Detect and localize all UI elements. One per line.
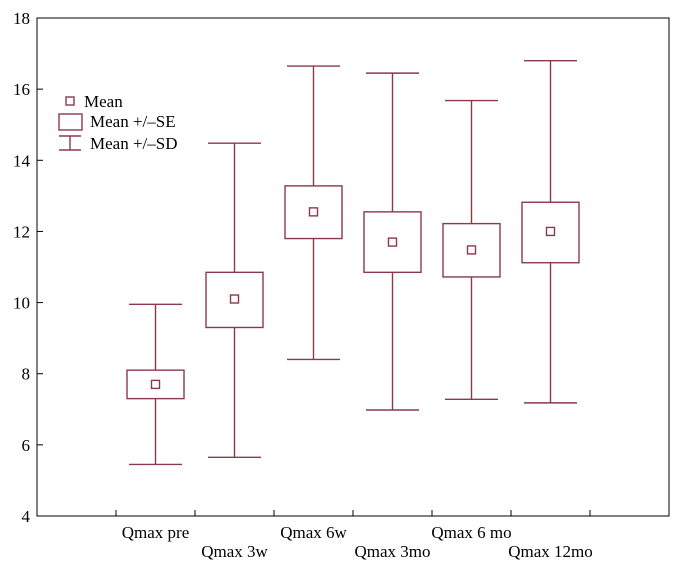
series-group <box>126 59 580 466</box>
plot-frame <box>36 17 670 517</box>
y-tick-label: 4 <box>22 507 31 526</box>
se-box <box>363 211 422 274</box>
legend-se-marker <box>58 113 83 131</box>
legend-se-label: Mean +/–SE <box>90 112 176 131</box>
box-group <box>126 303 185 466</box>
y-tick-label: 12 <box>13 222 30 241</box>
box-group <box>284 65 343 361</box>
x-category-label: Qmax 6 mo <box>431 523 511 542</box>
x-category-label: Qmax 12mo <box>508 542 593 561</box>
y-tick-label: 10 <box>13 294 30 313</box>
x-category-label: Qmax pre <box>122 523 190 542</box>
y-axis: 4 6 8 10 12 14 16 18 <box>13 9 43 526</box>
mean-marker <box>466 245 477 255</box>
y-tick-label: 18 <box>13 9 30 28</box>
box-group <box>521 59 580 404</box>
y-tick-label: 14 <box>13 151 31 170</box>
x-category-label: Qmax 3mo <box>354 542 430 561</box>
mean-marker <box>308 207 319 217</box>
se-box <box>284 185 343 240</box>
y-tick-label: 6 <box>22 436 31 455</box>
box-group <box>442 99 501 401</box>
mean-marker <box>387 237 398 247</box>
mean-marker <box>229 294 240 304</box>
se-box <box>442 222 501 278</box>
legend-mean-marker <box>65 96 75 106</box>
legend: Mean Mean +/–SE Mean +/–SD <box>58 92 178 153</box>
legend-sd-label: Mean +/–SD <box>90 134 178 153</box>
x-category-label: Qmax 3w <box>201 542 268 561</box>
se-box <box>126 369 185 400</box>
se-box <box>521 201 580 264</box>
mean-marker <box>545 226 556 237</box>
x-category-label: Qmax 6w <box>280 523 347 542</box>
legend-sd-marker <box>59 135 81 151</box>
box-group <box>363 72 422 411</box>
y-tick-label: 16 <box>13 80 30 99</box>
y-tick-label: 8 <box>22 365 31 384</box>
se-box <box>205 271 264 329</box>
box-group <box>205 142 264 459</box>
legend-mean-label: Mean <box>84 92 123 111</box>
mean-marker <box>150 379 161 390</box>
